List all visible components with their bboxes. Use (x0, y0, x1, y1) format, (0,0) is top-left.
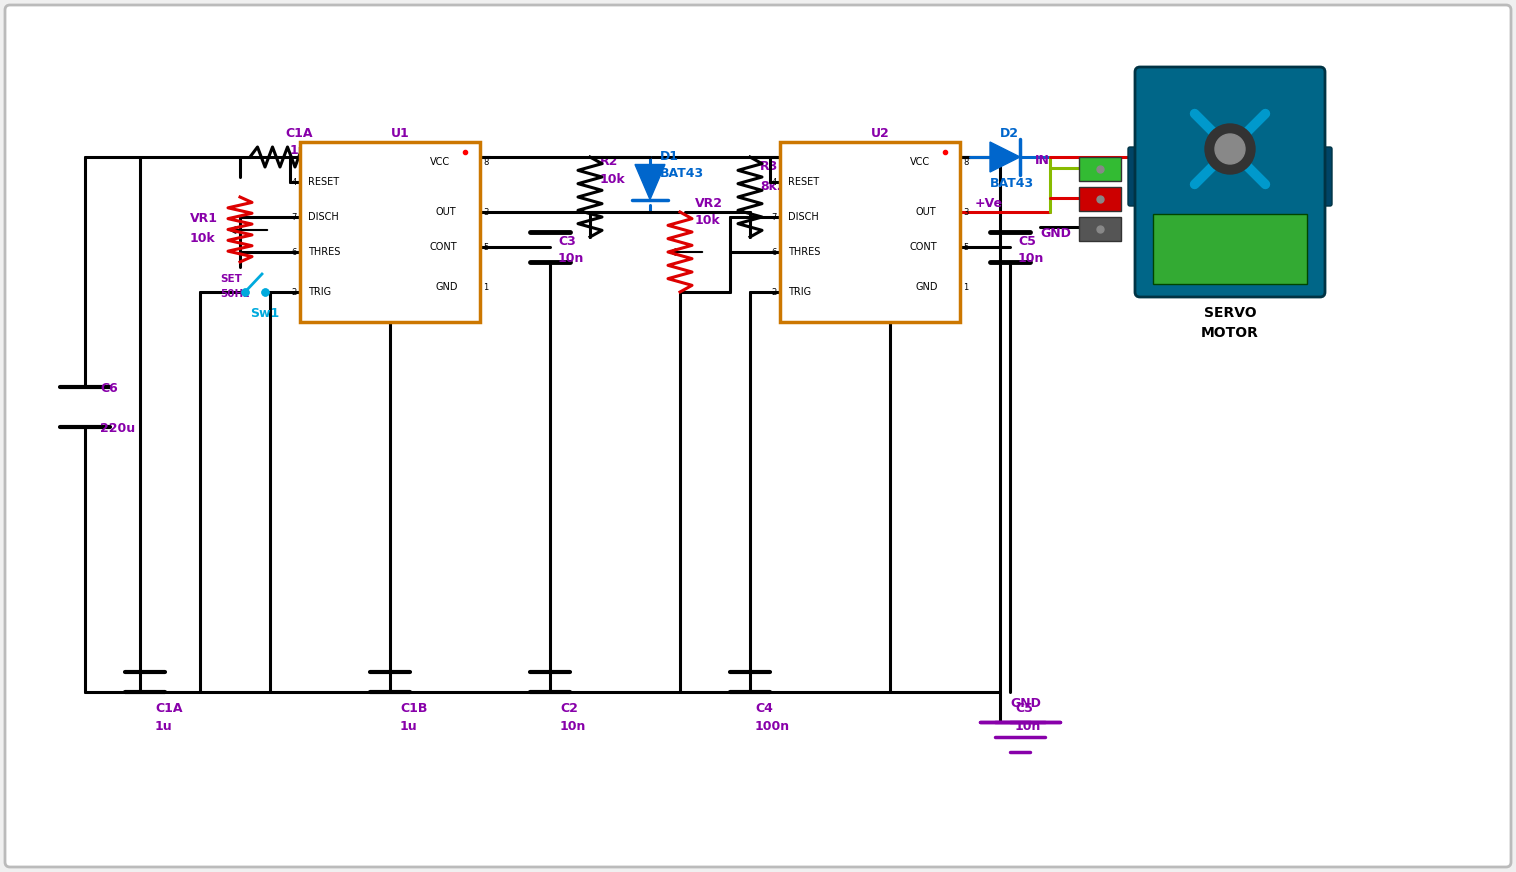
Text: 220u: 220u (100, 422, 135, 435)
Text: VR1: VR1 (190, 212, 218, 225)
FancyBboxPatch shape (5, 5, 1511, 867)
Text: VCC: VCC (910, 157, 931, 167)
Text: D1: D1 (659, 149, 679, 162)
Polygon shape (635, 165, 666, 200)
Text: Sw1: Sw1 (250, 307, 279, 320)
FancyBboxPatch shape (1308, 147, 1333, 206)
Text: R3: R3 (760, 160, 778, 173)
Text: C1A: C1A (285, 127, 312, 140)
Text: 10k: 10k (190, 232, 215, 245)
Text: C4: C4 (755, 702, 773, 715)
Polygon shape (990, 142, 1020, 172)
Text: GND: GND (1010, 697, 1041, 710)
Text: GND: GND (1040, 227, 1070, 240)
Text: +Ve: +Ve (975, 197, 1004, 210)
FancyBboxPatch shape (781, 142, 960, 322)
Text: 1: 1 (963, 283, 969, 291)
Text: 6: 6 (772, 248, 778, 256)
FancyBboxPatch shape (1128, 147, 1152, 206)
FancyBboxPatch shape (1079, 217, 1120, 241)
Text: +5V: +5V (1270, 149, 1305, 165)
Text: 8k2: 8k2 (760, 180, 785, 193)
Text: 7: 7 (772, 213, 778, 221)
Text: VR2: VR2 (694, 197, 723, 210)
Text: 3: 3 (963, 208, 969, 216)
Text: VCC: VCC (431, 157, 450, 167)
Text: 10n: 10n (558, 252, 584, 265)
FancyBboxPatch shape (300, 142, 481, 322)
Text: 1: 1 (484, 283, 488, 291)
Text: D2: D2 (1001, 127, 1019, 140)
Text: 10n: 10n (559, 720, 587, 733)
Text: 3: 3 (484, 208, 488, 216)
Text: 4: 4 (291, 178, 297, 187)
Text: THRES: THRES (308, 247, 341, 257)
Text: C6: C6 (100, 382, 118, 395)
Text: BAT43: BAT43 (659, 167, 703, 180)
Text: 8: 8 (963, 158, 969, 167)
Text: 50Hz: 50Hz (220, 289, 249, 299)
Text: DISCH: DISCH (308, 212, 338, 222)
Text: C2: C2 (559, 702, 578, 715)
Text: 2: 2 (772, 288, 778, 296)
Text: C1A: C1A (155, 702, 182, 715)
Text: 100n: 100n (755, 720, 790, 733)
Text: SET: SET (220, 274, 243, 284)
Text: 1u: 1u (400, 720, 417, 733)
Text: 5: 5 (963, 242, 969, 251)
Text: 10k: 10k (694, 214, 720, 227)
Text: IN: IN (1035, 154, 1051, 167)
Text: U2: U2 (870, 127, 890, 140)
Text: 10n: 10n (1016, 720, 1041, 733)
Text: 1u: 1u (290, 144, 308, 157)
Text: GND: GND (435, 282, 458, 292)
Text: TRIG: TRIG (308, 287, 330, 297)
Text: 7: 7 (291, 213, 297, 221)
FancyBboxPatch shape (1079, 157, 1120, 181)
Text: CONT: CONT (910, 242, 937, 252)
Text: OUT: OUT (916, 207, 935, 217)
Text: GND: GND (916, 282, 937, 292)
Text: THRES: THRES (788, 247, 820, 257)
Text: MOTOR: MOTOR (1201, 326, 1258, 340)
Text: R2: R2 (600, 154, 619, 167)
Text: 10k: 10k (600, 173, 626, 186)
Text: 1u: 1u (155, 720, 173, 733)
Circle shape (1205, 124, 1255, 174)
FancyBboxPatch shape (1079, 187, 1120, 211)
Text: CONT: CONT (431, 242, 458, 252)
Text: 6: 6 (291, 248, 297, 256)
FancyBboxPatch shape (1154, 214, 1307, 284)
Text: 8: 8 (484, 158, 488, 167)
Text: 2: 2 (291, 288, 297, 296)
Text: BAT43: BAT43 (990, 177, 1034, 190)
Text: 4: 4 (772, 178, 778, 187)
Text: RESET: RESET (308, 177, 340, 187)
Text: DISCH: DISCH (788, 212, 819, 222)
Circle shape (1214, 134, 1245, 164)
Text: U1: U1 (391, 127, 409, 140)
Text: C5: C5 (1016, 702, 1032, 715)
Text: OUT: OUT (435, 207, 456, 217)
Text: C5: C5 (1019, 235, 1035, 248)
Text: SERVO: SERVO (1204, 306, 1257, 320)
Text: RESET: RESET (788, 177, 819, 187)
FancyBboxPatch shape (1135, 67, 1325, 297)
Text: C3: C3 (558, 235, 576, 248)
Text: 5: 5 (484, 242, 488, 251)
Text: C1B: C1B (400, 702, 428, 715)
Text: 10n: 10n (1019, 252, 1045, 265)
Text: TRIG: TRIG (788, 287, 811, 297)
